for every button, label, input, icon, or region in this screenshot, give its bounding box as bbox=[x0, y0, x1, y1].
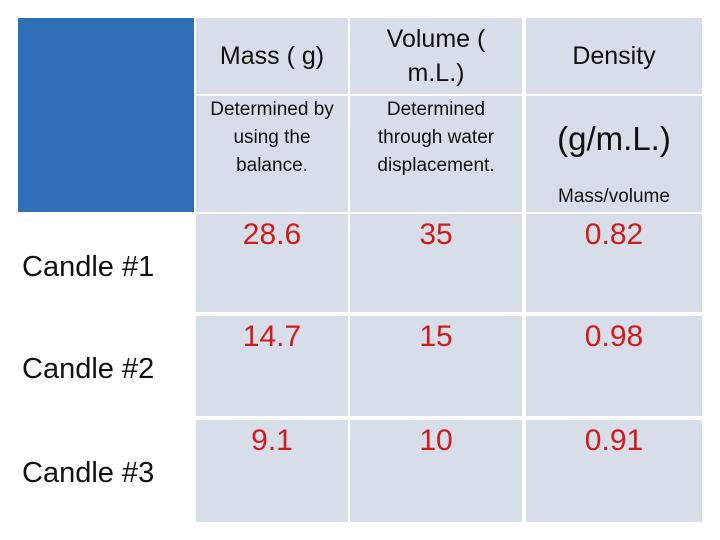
volume-subheader: Determined through water displacement. bbox=[350, 96, 522, 212]
table-cell-mass-1: 28.6 bbox=[196, 214, 348, 312]
table-cell-density-2: 0.98 bbox=[526, 316, 702, 416]
density-value: 0.82 bbox=[584, 218, 644, 251]
density-unit: (g/m.L.) bbox=[557, 120, 671, 157]
density-header-label: Density bbox=[572, 42, 656, 70]
mass-subheader-line1: Determined by bbox=[210, 99, 334, 120]
volume-header: Volume ( m.L.) bbox=[350, 18, 522, 94]
row-label-candle-3: Candle #3 bbox=[18, 420, 194, 522]
mass-header: Mass ( g) bbox=[196, 18, 348, 94]
table-cell-volume-2: 15 bbox=[350, 316, 522, 416]
density-value: 0.98 bbox=[584, 320, 644, 353]
density-value: 0.91 bbox=[584, 424, 644, 457]
volume-value: 10 bbox=[419, 424, 453, 457]
mass-subheader: Determined by using the balance. bbox=[196, 96, 348, 212]
mass-value: 28.6 bbox=[242, 218, 302, 251]
mass-value: 9.1 bbox=[251, 424, 293, 457]
volume-header-line1: Volume ( bbox=[386, 25, 486, 53]
volume-subheader-line3: displacement. bbox=[377, 155, 495, 176]
mass-subheader-line3: balance. bbox=[236, 155, 308, 176]
table-corner-cell bbox=[18, 18, 194, 212]
volume-subheader-line1: Determined bbox=[386, 99, 486, 120]
row-label-text: Candle #2 bbox=[22, 352, 155, 385]
density-subheader: (g/m.L.) Mass/volume bbox=[526, 96, 702, 212]
density-header: Density bbox=[526, 18, 702, 94]
table-cell-volume-1: 35 bbox=[350, 214, 522, 312]
table-cell-mass-3: 9.1 bbox=[196, 420, 348, 522]
mass-subheader-line2: using the bbox=[233, 127, 311, 148]
row-label-candle-1: Candle #1 bbox=[18, 214, 194, 312]
density-formula: Mass/volume bbox=[558, 186, 670, 207]
table-cell-volume-3: 10 bbox=[350, 420, 522, 522]
volume-value: 35 bbox=[419, 218, 453, 251]
row-label-candle-2: Candle #2 bbox=[18, 316, 194, 416]
volume-value: 15 bbox=[419, 320, 453, 353]
table-cell-density-1: 0.82 bbox=[526, 214, 702, 312]
volume-header-line2: m.L.) bbox=[407, 59, 465, 87]
mass-value: 14.7 bbox=[242, 320, 302, 353]
row-label-text: Candle #1 bbox=[22, 250, 155, 283]
table-cell-mass-2: 14.7 bbox=[196, 316, 348, 416]
mass-header-label: Mass ( g) bbox=[219, 42, 325, 70]
volume-subheader-line2: through water bbox=[377, 127, 495, 148]
table-cell-density-3: 0.91 bbox=[526, 420, 702, 522]
row-label-text: Candle #3 bbox=[22, 456, 155, 489]
